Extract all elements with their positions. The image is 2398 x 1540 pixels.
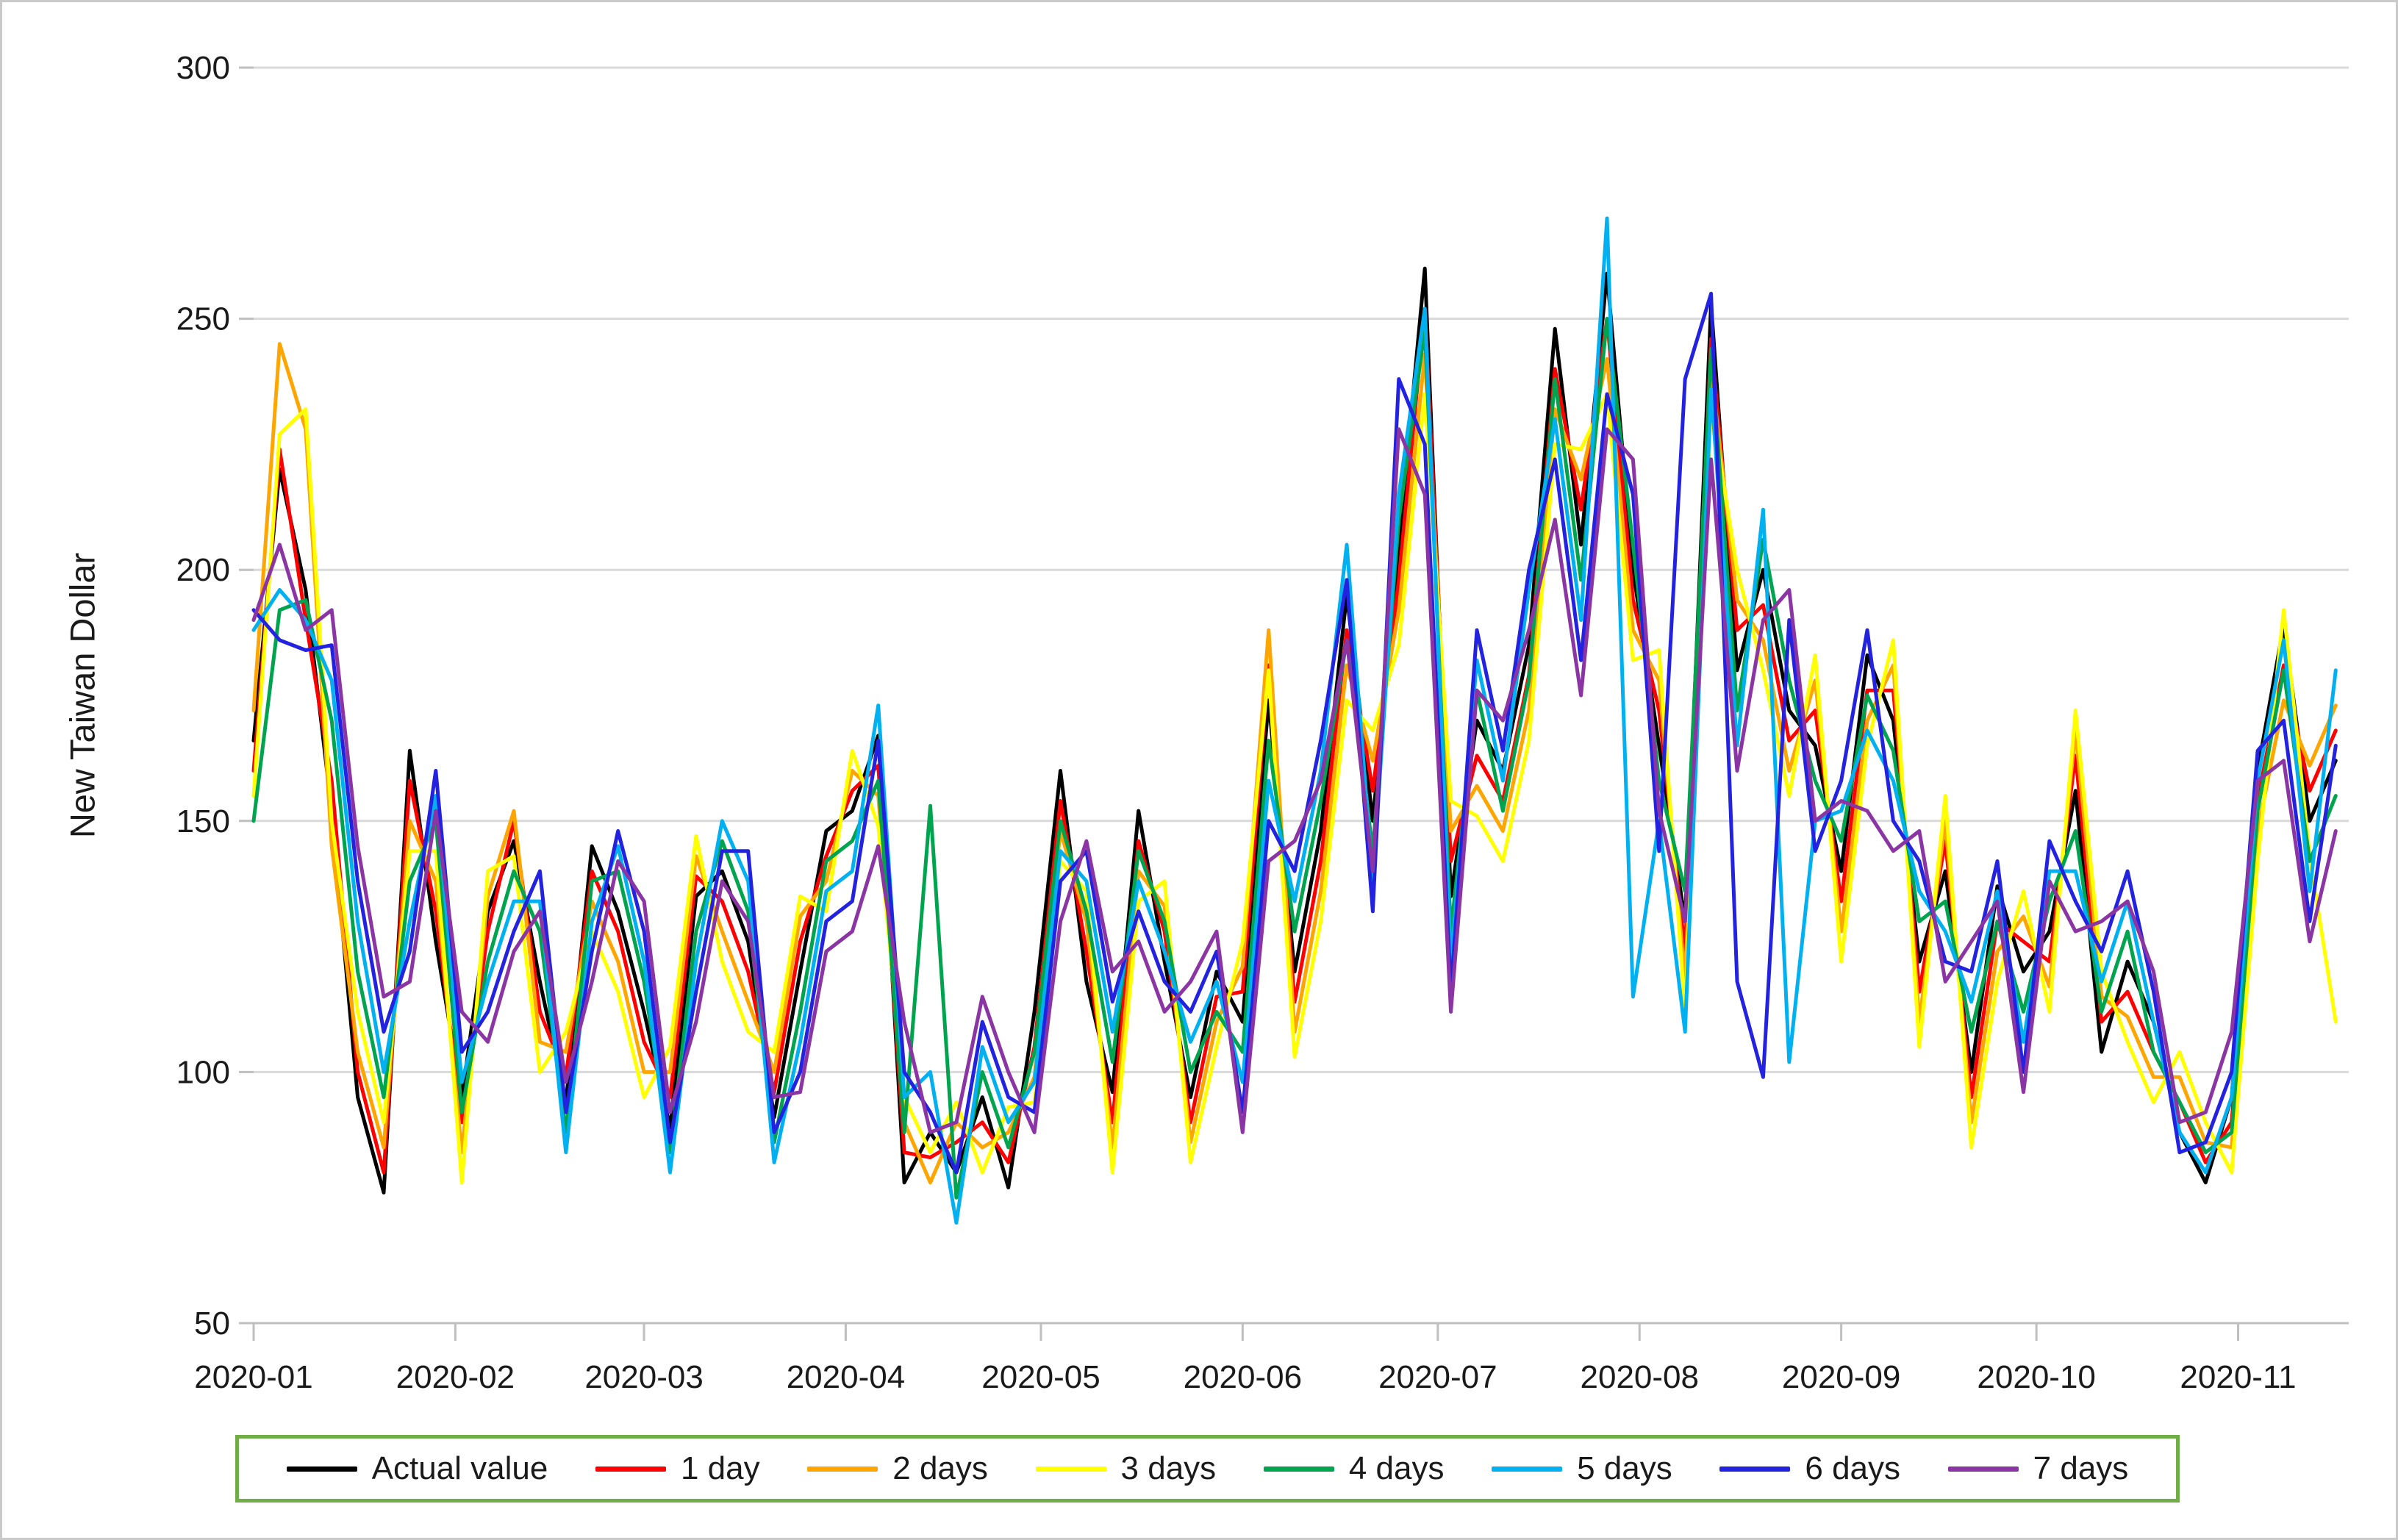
x-tick-label: 2020-07 [1378,1359,1497,1395]
legend-item-actual-value: Actual value [286,1450,548,1487]
legend-swatch-6-days [1719,1466,1791,1472]
y-tick-label: 100 [176,1054,230,1090]
series-line-actual-value [251,266,2338,1195]
legend-swatch-4-days [1263,1466,1334,1472]
legend-label-actual-value: Actual value [371,1450,548,1486]
x-tick-label: 2020-09 [1782,1359,1900,1395]
legend: Actual value 1 day 2 days 3 days 4 days … [235,1435,2180,1503]
legend-swatch-2-days [807,1466,878,1472]
series-line-7-days [251,427,2338,1134]
y-tick-label: 250 [176,301,230,337]
legend-item-4-days: 4 days [1263,1450,1445,1487]
legend-label-1-day: 1 day [680,1450,760,1486]
legend-swatch-5-days [1492,1466,1563,1472]
legend-item-1-day: 1 day [595,1450,760,1487]
legend-item-5-days: 5 days [1492,1450,1672,1487]
x-tick-label: 2020-03 [584,1359,703,1395]
legend-item-3-days: 3 days [1035,1450,1217,1487]
x-tick-label: 2020-08 [1581,1359,1699,1395]
series-line-3-days [251,392,2338,1185]
series-line-6-days [251,291,2338,1175]
legend-item-6-days: 6 days [1719,1450,1900,1487]
series-line-4-days [251,317,2338,1200]
series-line-5-days [251,216,2338,1225]
x-tick-label: 2020-11 [2180,1359,2296,1395]
y-tick-label: 50 [194,1306,230,1342]
legend-label-3-days: 3 days [1120,1450,1217,1486]
y-tick-label: 300 [176,50,230,86]
legend-swatch-1-day [595,1466,666,1472]
y-axis-title: New Taiwan Dollar [62,552,102,839]
legend-item-2-days: 2 days [807,1450,988,1487]
x-tick-label: 2020-01 [194,1359,312,1395]
y-tick-label: 150 [176,803,230,839]
legend-swatch-3-days [1035,1466,1106,1472]
legend-label-6-days: 6 days [1805,1450,1901,1486]
legend-label-2-days: 2 days [892,1450,988,1486]
x-tick-label: 2020-04 [787,1359,905,1395]
x-tick-label: 2020-02 [396,1359,515,1395]
legend-swatch-actual-value [286,1466,357,1472]
legend-item-7-days: 7 days [1947,1450,2129,1487]
legend-label-5-days: 5 days [1577,1450,1672,1486]
x-tick-label: 2020-10 [1977,1359,2095,1395]
legend-label-4-days: 4 days [1348,1450,1445,1486]
x-tick-label: 2020-06 [1184,1359,1302,1395]
legend-swatch-7-days [1947,1466,2019,1472]
y-tick-label: 200 [176,552,230,588]
x-tick-label: 2020-05 [981,1359,1100,1395]
legend-label-7-days: 7 days [2033,1450,2129,1486]
